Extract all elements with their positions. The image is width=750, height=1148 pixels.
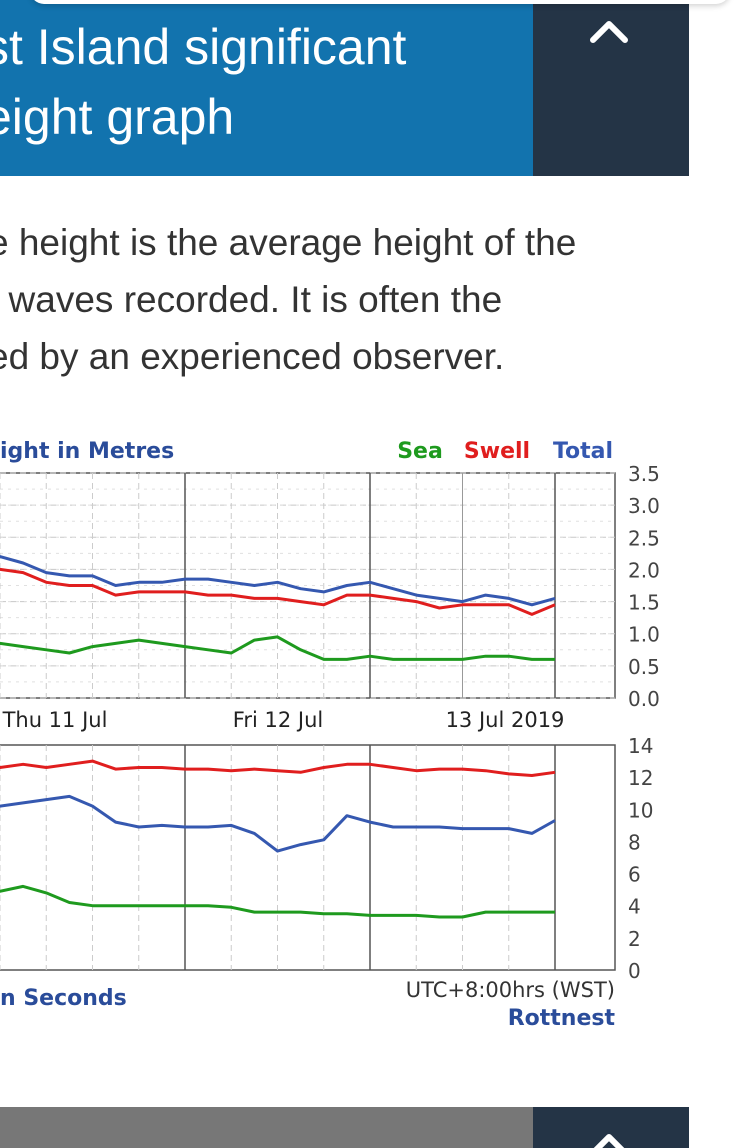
period-ytick-label: 4 [628, 895, 641, 919]
height-ytick-label: 2.0 [628, 558, 660, 582]
height-ytick-label: 2.5 [628, 526, 660, 550]
period-ytick-label: 0 [628, 959, 641, 983]
height-series-sea [0, 635, 555, 661]
x-tick-label: Thu 11 Jul [2, 708, 108, 732]
height-ytick-label: 1.0 [628, 623, 660, 647]
height-ytick-label: 3.5 [628, 462, 660, 486]
period-series-sea [0, 884, 555, 919]
page-title-line-1: st Island significant [0, 19, 407, 75]
next-collapse-toggle[interactable] [533, 1107, 689, 1148]
chart-title: ight in Metres [0, 439, 174, 464]
height-series-swell [0, 567, 556, 616]
x-tick-label: 13 Jul 2019 [446, 708, 565, 732]
period-ytick-label: 12 [628, 766, 653, 790]
height-plot-frame [0, 472, 616, 699]
period-series-swell [0, 759, 556, 777]
period-ytick-label: 10 [628, 798, 653, 822]
period-plot-frame [0, 744, 616, 971]
chevron-up-icon[interactable] [589, 1131, 629, 1148]
legend-total: Total [553, 439, 613, 464]
top-card-edge [30, 0, 730, 4]
intro-text: e height is the average height of the f … [0, 214, 750, 385]
period-chart-title: n Seconds [0, 986, 127, 1011]
page-title: st Island significant eight graph [0, 0, 533, 176]
legend-swell: Swell [464, 439, 530, 464]
chevron-up-icon[interactable] [589, 18, 629, 44]
period-ytick-label: 6 [628, 863, 641, 887]
wave-height-chart: ight in Metres Sea Swell Total 3.5 3.0 2.5 2.0 1… [0, 430, 750, 1040]
section-header[interactable]: st Island significant eight graph [0, 0, 533, 176]
timezone-label: UTC+8:00hrs (WST) [406, 978, 615, 1002]
page-title-line-2: eight graph [0, 89, 235, 145]
intro-line-2: f waves recorded. It is often the [0, 279, 503, 320]
period-ytick-label: 2 [628, 927, 641, 951]
period-ytick-label: 8 [628, 830, 641, 854]
intro-line-3: ed by an experienced observer. [0, 336, 505, 377]
height-ytick-label: 0.5 [628, 655, 660, 679]
height-series-total [0, 555, 556, 607]
collapse-toggle[interactable] [533, 0, 689, 176]
legend-sea: Sea [397, 439, 443, 464]
next-section-header[interactable] [0, 1107, 533, 1148]
chart-canvas: ight in Metres Sea Swell Total 3.5 3.0 2.5 2.0 1… [0, 439, 660, 1031]
period-series-total [0, 794, 556, 853]
height-ytick-label: 0.0 [628, 687, 660, 711]
intro-line-1: e height is the average height of the [0, 222, 577, 263]
x-tick-label: Fri 12 Jul [233, 708, 323, 732]
height-ytick-label: 1.5 [628, 591, 660, 615]
station-label: Rottnest [508, 1006, 616, 1031]
period-ytick-label: 14 [628, 734, 653, 758]
height-ytick-label: 3.0 [628, 494, 660, 518]
